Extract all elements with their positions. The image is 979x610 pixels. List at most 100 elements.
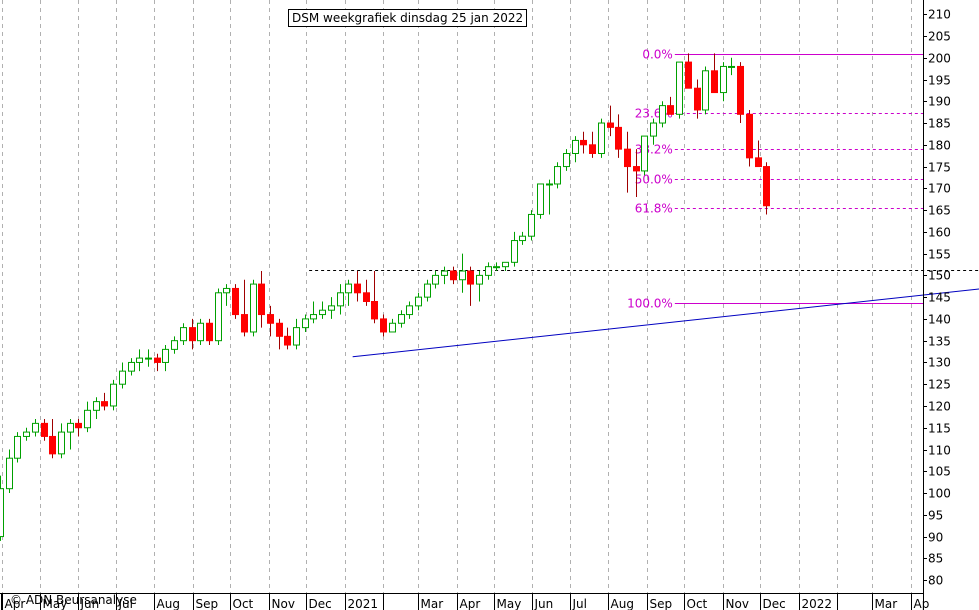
candle-body: [685, 61, 692, 89]
candle-body: [267, 314, 274, 324]
candle-body: [154, 357, 161, 363]
candle-body: [241, 314, 248, 333]
y-tick-label: 165: [928, 204, 951, 218]
y-tick-label: 185: [928, 117, 951, 131]
candle-body: [371, 301, 378, 320]
y-tick-label: 200: [928, 52, 951, 66]
candle-body: [58, 431, 65, 455]
x-tick-label: Aug: [157, 597, 180, 610]
candle-body: [467, 270, 474, 285]
candle-body: [641, 135, 648, 172]
candle-body: [694, 87, 701, 111]
x-tick-label: Apr: [460, 597, 481, 610]
candles-layer: [0, 53, 770, 541]
x-tick-label: Dec: [763, 597, 786, 610]
trendline: [352, 288, 979, 358]
candle-body: [580, 139, 587, 146]
x-tick-label: Oct: [687, 597, 708, 610]
candle-body: [676, 61, 683, 115]
candle-body: [746, 113, 753, 159]
x-tick-label: Nov: [726, 597, 749, 610]
candle-body: [41, 422, 48, 437]
candle-body: [389, 322, 396, 333]
candle-body: [615, 126, 622, 150]
candle-body: [363, 292, 370, 303]
x-tick-label: Sep: [196, 597, 219, 610]
candle-body: [624, 148, 631, 168]
x-tick-label: Jul: [118, 597, 133, 610]
y-tick-label: 110: [928, 444, 951, 458]
candle-body: [215, 292, 222, 342]
candle-body: [563, 153, 570, 168]
candle-body: [284, 335, 291, 346]
y-tick-label: 195: [928, 74, 951, 88]
y-tick-label: 115: [928, 422, 951, 436]
y-tick-label: 85: [928, 552, 943, 566]
candle-body: [67, 422, 74, 433]
fib-level-label: 100.0%: [627, 297, 673, 311]
candle-body: [189, 327, 196, 342]
candle-body: [720, 65, 727, 94]
copyright-text: © ADN Beursanalyse: [10, 593, 137, 607]
y-tick-label: 105: [928, 465, 951, 479]
x-tick-label: Nov: [272, 597, 295, 610]
candle-body: [354, 283, 361, 294]
candle-body: [728, 65, 735, 68]
candle-body: [589, 144, 596, 154]
candle-body: [162, 348, 169, 363]
y-tick-label: 95: [928, 509, 943, 523]
candle-body: [223, 287, 230, 294]
y-tick-label: 145: [928, 291, 951, 305]
candle-body: [424, 283, 431, 298]
y-tick-label: 150: [928, 269, 951, 283]
y-tick-label: 155: [928, 248, 951, 262]
candle-body: [206, 322, 213, 342]
x-tick-label: Mar: [421, 597, 444, 610]
y-tick-label: 80: [928, 574, 943, 588]
x-tick-label: May: [43, 597, 68, 610]
candle-body: [398, 314, 405, 324]
fib-level-label: 50.0%: [635, 173, 673, 187]
candle-body: [711, 70, 718, 94]
candle-body: [93, 401, 100, 411]
y-tick-label: 210: [928, 8, 951, 22]
y-tick-label: 140: [928, 313, 951, 327]
candle-body: [128, 361, 135, 372]
candle-body: [250, 283, 257, 333]
candle-body: [23, 431, 30, 437]
candle-body: [607, 122, 614, 128]
candle-body: [145, 357, 152, 360]
candle-body: [441, 270, 448, 276]
candle-body: [415, 296, 422, 307]
candle-body: [171, 340, 178, 350]
candle-body: [6, 457, 13, 490]
candle-body: [459, 270, 466, 281]
candle-body: [32, 422, 39, 433]
candle-body: [328, 305, 335, 311]
y-tick-label: 135: [928, 335, 951, 349]
y-tick-label: 180: [928, 139, 951, 153]
candle-body: [432, 274, 439, 285]
x-tick-label: Dec: [309, 597, 332, 610]
candle-body: [84, 409, 91, 429]
y-tick-label: 205: [928, 30, 951, 44]
x-tick-label: Mar: [875, 597, 898, 610]
y-tick-label: 175: [928, 161, 951, 175]
candle-body: [110, 383, 117, 407]
candle-body: [511, 240, 518, 263]
x-tick-label: Ap: [914, 597, 930, 610]
grid-layer: [2, 0, 912, 593]
candle-body: [502, 261, 509, 268]
candle-body: [546, 183, 553, 186]
y-tick-label: 90: [928, 531, 943, 545]
candle-body: [276, 322, 283, 337]
x-tick-label: Oct: [233, 597, 254, 610]
candle-body: [554, 166, 561, 185]
axes-layer: 80 85 90 95 100 105 110 115 120 125 130 135 140 145 15…: [0, 0, 951, 610]
y-tick-label: 160: [928, 226, 951, 240]
candle-body: [519, 235, 526, 242]
y-tick-label: 125: [928, 378, 951, 392]
candle-body: [293, 327, 300, 346]
candle-body: [258, 283, 265, 316]
